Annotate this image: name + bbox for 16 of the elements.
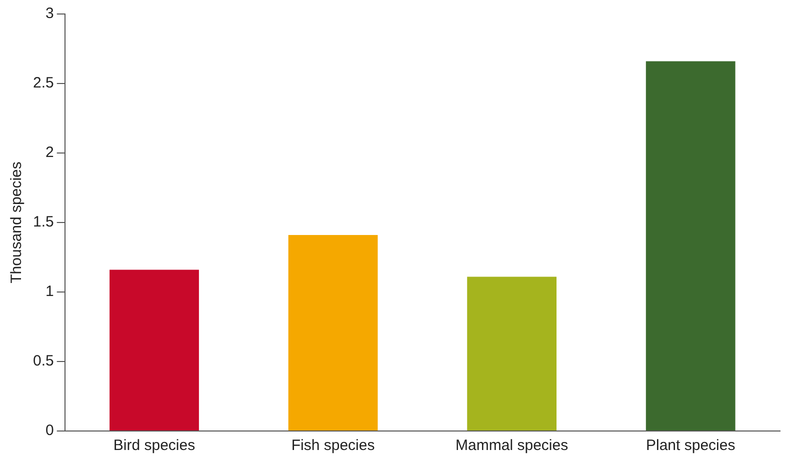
bar [467,276,557,430]
x-tick-label: Fish species [291,437,375,454]
y-tick-label: 1.5 [32,214,54,231]
bar [288,235,378,430]
y-tick-label: 2.5 [32,74,54,92]
y-tick-label: 0 [46,422,54,440]
x-tick-label: Bird species [113,437,196,454]
x-tick-label: Mammal species [456,437,568,454]
y-tick-label: 1 [46,283,54,300]
bar [646,61,736,430]
bar [110,270,199,430]
x-tick-label: Plant species [646,437,736,454]
y-axis-title: Thousand species [8,162,26,284]
y-tick-label: 3 [46,5,54,22]
y-tick-label: 0.5 [32,352,54,370]
y-tick-label: 2 [46,144,54,162]
